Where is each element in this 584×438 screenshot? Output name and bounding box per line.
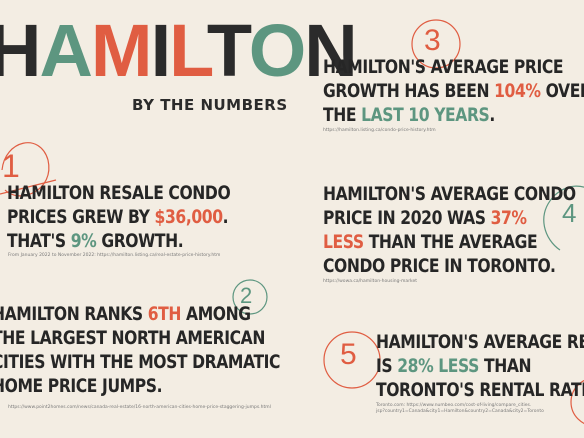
fact-1-highlight-percent: 9% [70,230,97,252]
fact-2-highlight-rank: 6TH [147,303,182,325]
title-letter: H [0,9,41,92]
fact-4-line-4: CONDO PRICE IN TORONTO. [323,255,556,277]
title-letter: O [248,9,307,92]
fact-3-number: 3 [424,24,441,57]
fact-2-line-3: CITIES WITH THE MOST DRAMATIC [0,351,281,373]
fact-4-line-2: PRICE IN 2020 WAS 37% [323,207,527,229]
fact-1-line-1: HAMILTON RESALE CONDO [7,182,231,204]
page-subtitle: BY THE NUMBERS [132,96,288,114]
title-letter: A [39,9,92,92]
fact-5-text: HAMILTON'S AVERAGE RENT IS 28% LESS THAN… [376,330,584,402]
fact-2-source: https://www.point2homes.com/news/canada-… [8,405,271,410]
fact-1-line-3: THAT'S 9% GROWTH. [7,230,184,252]
fact-2-line-2: THE LARGEST NORTH AMERICAN [0,327,265,349]
fact-2-line-4: HOME PRICE JUMPS. [0,375,163,397]
fact-1-text: HAMILTON RESALE CONDO PRICES GREW BY $36… [7,181,231,253]
page-title: HAMILTON [0,14,358,88]
fact-4-line-3: LESS THAN THE AVERAGE [323,231,538,253]
fact-5-line-3: TORONTO'S RENTAL RATE. [376,379,584,401]
fact-3-highlight-years: LAST 10 YEARS [361,104,490,126]
fact-4-text: HAMILTON'S AVERAGE CONDO PRICE IN 2020 W… [323,182,576,278]
fact-3-text: HAMILTON'S AVERAGE PRICE GROWTH HAS BEEN… [323,55,584,127]
title-letter: I [150,9,172,92]
fact-4-source: https://wowa.ca/hamilton-housing-market [323,279,418,284]
fact-3-highlight-percent: 104% [494,80,541,102]
fact-1-source: From January 2022 to November 2022: http… [8,253,221,258]
fact-3-line-2: GROWTH HAS BEEN 104% OVER [323,80,584,102]
fact-5-source-line-1: Toronto.com: https://www.numbeo.com/cost… [376,403,532,408]
fact-5-line-2: IS 28% LESS THAN [376,355,532,377]
title-letter: M [90,9,153,92]
fact-4-highlight-less: LESS [323,231,364,253]
fact-2-text: HAMILTON RANKS 6TH AMONG THE LARGEST NOR… [0,302,280,398]
fact-1-line-2: PRICES GREW BY $36,000. [7,206,229,228]
fact-5-number: 5 [340,338,357,371]
fact-4-number: 4 [562,198,577,228]
fact-3-line-1: HAMILTON'S AVERAGE PRICE [323,56,564,78]
title-letter: L [169,9,209,92]
fact-5-highlight-less: 28% LESS [397,355,479,377]
fact-2-number: 2 [240,283,253,308]
fact-1-highlight-amount: $36,000 [154,206,224,228]
fact-5-line-1: HAMILTON'S AVERAGE RENT [376,331,584,353]
fact-4-line-1: HAMILTON'S AVERAGE CONDO [323,183,576,205]
fact-3-line-3: THE LAST 10 YEARS. [323,104,495,126]
fact-3-source: https://hamilton.listing.ca/condo-price-… [323,128,436,133]
title-letter: T [206,9,251,92]
fact-2-line-1: HAMILTON RANKS 6TH AMONG [0,303,251,325]
title-letter: N [304,9,357,92]
fact-5-source-line-2: jsp?country1=Canada&city1=Hamilton&count… [376,409,544,414]
fact-1-number: 1 [2,148,20,184]
fact-4-highlight-percent: 37% [490,207,527,229]
